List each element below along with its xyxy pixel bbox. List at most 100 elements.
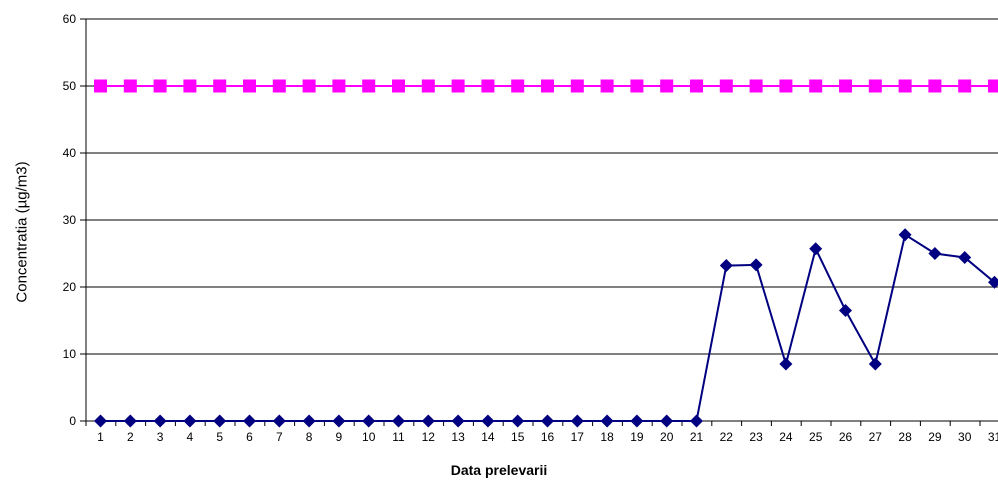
x-tick-label: 29	[928, 430, 942, 444]
x-tick-label: 17	[571, 430, 585, 444]
x-tick-label: 8	[306, 430, 313, 444]
y-tick-label: 50	[63, 79, 77, 93]
x-tick-label: 2	[127, 430, 134, 444]
data-point-diamond	[690, 414, 703, 428]
data-point-diamond	[600, 414, 614, 428]
data-point-square	[302, 79, 316, 93]
data-point-square	[690, 79, 703, 93]
series-group	[94, 79, 998, 428]
data-point-square	[123, 79, 137, 93]
x-tick-label: 25	[809, 430, 823, 444]
data-point-square	[839, 79, 852, 93]
series-2	[94, 228, 998, 428]
x-tick-label: 14	[481, 430, 495, 444]
x-tick-label: 4	[187, 430, 194, 444]
data-point-diamond	[272, 414, 286, 428]
data-point-diamond	[898, 228, 912, 242]
data-point-diamond	[362, 414, 376, 428]
data-point-diamond	[153, 414, 167, 428]
x-tick-labels: 1 2 3 4 5 6 7 8 9 10 11 12 13 14 15 16 17 18 19 20 21 22 23 24 2…	[97, 430, 998, 444]
data-point-diamond	[451, 414, 465, 428]
x-tick-label: 19	[630, 430, 644, 444]
data-point-diamond	[421, 414, 435, 428]
data-point-square	[451, 79, 465, 93]
x-tick-label: 22	[720, 430, 734, 444]
data-point-diamond	[332, 414, 346, 428]
data-point-square	[421, 79, 435, 93]
x-tick-label: 27	[869, 430, 883, 444]
data-point-square	[660, 79, 674, 93]
data-point-diamond	[749, 258, 763, 272]
y-tick-labels: 0 10 20 30 40 50 60	[63, 12, 77, 428]
data-point-square	[928, 79, 942, 93]
data-point-diamond	[988, 275, 998, 289]
data-point-square	[749, 79, 763, 93]
data-point-square	[153, 79, 167, 93]
x-tick-label: 30	[958, 430, 972, 444]
y-axis-label: Concentratia (µg/m3)	[13, 161, 31, 303]
x-tick-label: 20	[660, 430, 674, 444]
x-tick-label: 5	[216, 430, 223, 444]
data-point-diamond	[183, 414, 197, 428]
data-point-square	[213, 79, 227, 93]
x-tick-label: 24	[779, 430, 793, 444]
data-point-square	[243, 79, 256, 93]
data-point-square	[183, 79, 197, 93]
data-point-square	[779, 79, 793, 93]
y-tick-label: 0	[69, 414, 76, 428]
y-tick-label: 30	[63, 213, 77, 227]
data-point-diamond	[481, 414, 495, 428]
x-tick-label: 31	[988, 430, 998, 444]
data-point-diamond	[213, 414, 227, 428]
data-point-square	[94, 79, 107, 93]
data-point-square	[332, 79, 346, 93]
data-point-diamond	[839, 303, 852, 317]
x-tick-label: 6	[246, 430, 253, 444]
y-tick-label: 10	[63, 347, 77, 361]
data-point-diamond	[511, 414, 525, 428]
data-point-square	[511, 79, 525, 93]
data-point-diamond	[719, 259, 733, 273]
data-point-square	[868, 79, 882, 93]
data-point-square	[630, 79, 644, 93]
x-tick-label: 18	[600, 430, 614, 444]
x-tick-label: 3	[157, 430, 164, 444]
data-point-square	[362, 79, 376, 93]
x-tick-label: 16	[541, 430, 555, 444]
x-tick-label: 21	[690, 430, 704, 444]
data-point-diamond	[779, 357, 793, 371]
data-point-square	[600, 79, 614, 93]
y-tick-label: 60	[63, 12, 77, 26]
data-point-diamond	[302, 414, 316, 428]
data-point-square	[898, 79, 912, 93]
x-tick-label: 26	[839, 430, 853, 444]
x-tick-label: 23	[749, 430, 763, 444]
x-tick-label: 1	[97, 430, 104, 444]
x-tick-label: 7	[276, 430, 283, 444]
data-point-square	[958, 79, 972, 93]
data-point-square	[988, 79, 998, 93]
data-point-diamond	[392, 414, 405, 428]
data-point-diamond	[243, 414, 256, 428]
data-point-diamond	[570, 414, 584, 428]
x-tick-label: 28	[898, 430, 912, 444]
x-tick-label: 15	[511, 430, 525, 444]
x-tick-label: 9	[336, 430, 343, 444]
data-point-diamond	[123, 414, 137, 428]
y-tick-label: 40	[63, 146, 77, 160]
data-point-square	[809, 79, 823, 93]
data-point-diamond	[94, 414, 107, 428]
data-point-diamond	[928, 247, 942, 260]
data-point-square	[541, 79, 554, 93]
x-tick-label: 11	[392, 430, 405, 444]
series-line	[100, 233, 996, 422]
data-point-square	[570, 79, 584, 93]
x-tick-label: 13	[451, 430, 465, 444]
data-point-square	[392, 79, 405, 93]
data-point-diamond	[541, 414, 554, 428]
y-tick-label: 20	[63, 280, 77, 294]
data-point-diamond	[868, 357, 882, 371]
data-point-diamond	[660, 414, 674, 428]
gridlines	[86, 18, 998, 355]
